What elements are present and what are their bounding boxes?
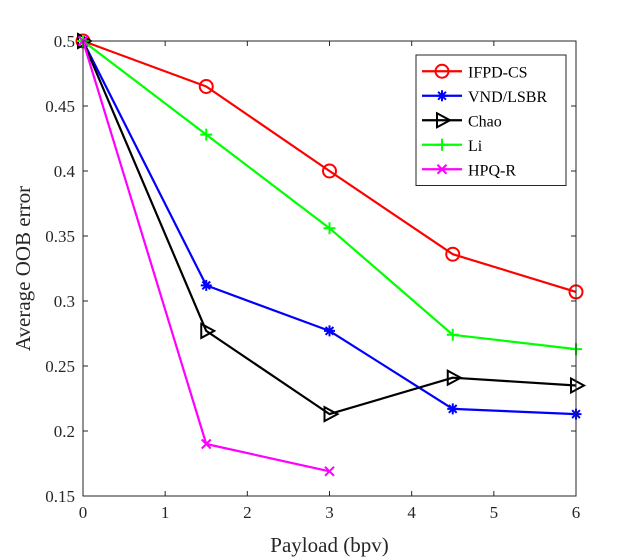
data-point-ifpd-cs (198, 79, 214, 94)
y-axis-label: Average OOB error (11, 186, 35, 351)
x-tick-label: 1 (161, 503, 170, 522)
y-tick-label: 0.3 (54, 292, 75, 311)
x-tick-label: 4 (407, 503, 416, 522)
ticks-layer: 0 1 2 3 4 5 6 0.15 0.2 0.25 0.3 0.35 0.4 0.45 0.5 (45, 32, 580, 522)
y-tick-label: 0.15 (45, 487, 75, 506)
x-tick-label: 3 (325, 503, 334, 522)
legend: IFPD-CS VND/LSBR Chao Li HPQ-R (415, 54, 567, 186)
data-point-vnd-lsbr (447, 403, 459, 415)
y-tick-label: 0.25 (45, 357, 75, 376)
legend-swatch-marker (436, 90, 448, 102)
y-tick-label: 0.35 (45, 227, 75, 246)
legend-swatch-marker (436, 111, 453, 129)
legend-label: HPQ-R (468, 162, 516, 179)
data-point-vnd-lsbr (200, 279, 212, 291)
legend-label: VND/LSBR (468, 89, 547, 106)
legend-label: IFPD-CS (468, 64, 528, 81)
legend-swatch-marker (434, 63, 450, 79)
x-tick-label: 0 (79, 503, 88, 522)
x-tick-label: 2 (243, 503, 252, 522)
data-point-chao (323, 405, 340, 423)
data-point-ifpd-cs (322, 163, 337, 179)
x-axis-label: Payload (bpv) (270, 533, 388, 557)
series-line-ifpd-cs (82, 39, 577, 293)
series-layer (75, 32, 587, 477)
data-point-vnd-lsbr (324, 325, 335, 337)
legend-swatch-marker (436, 164, 448, 175)
data-point-chao (446, 369, 463, 387)
y-tick-label: 0.45 (45, 97, 75, 116)
data-point-chao (570, 376, 587, 395)
series-line-chao (81, 40, 577, 416)
data-point-chao (200, 322, 217, 340)
data-point-li (446, 328, 459, 341)
data-point-hpq-r (201, 438, 212, 450)
y-tick-label: 0.5 (54, 32, 75, 51)
y-tick-label: 0.4 (54, 162, 76, 181)
legend-label: Li (468, 138, 483, 155)
data-point-li (200, 128, 213, 141)
legend-swatch-marker (436, 138, 448, 151)
x-tick-label: 5 (490, 503, 499, 522)
data-point-hpq-r (324, 466, 335, 477)
legend-label: Chao (468, 113, 502, 130)
data-point-li (323, 222, 336, 235)
data-point-ifpd-cs (445, 246, 461, 262)
x-tick-label: 6 (572, 503, 581, 522)
y-tick-label: 0.2 (54, 422, 75, 441)
